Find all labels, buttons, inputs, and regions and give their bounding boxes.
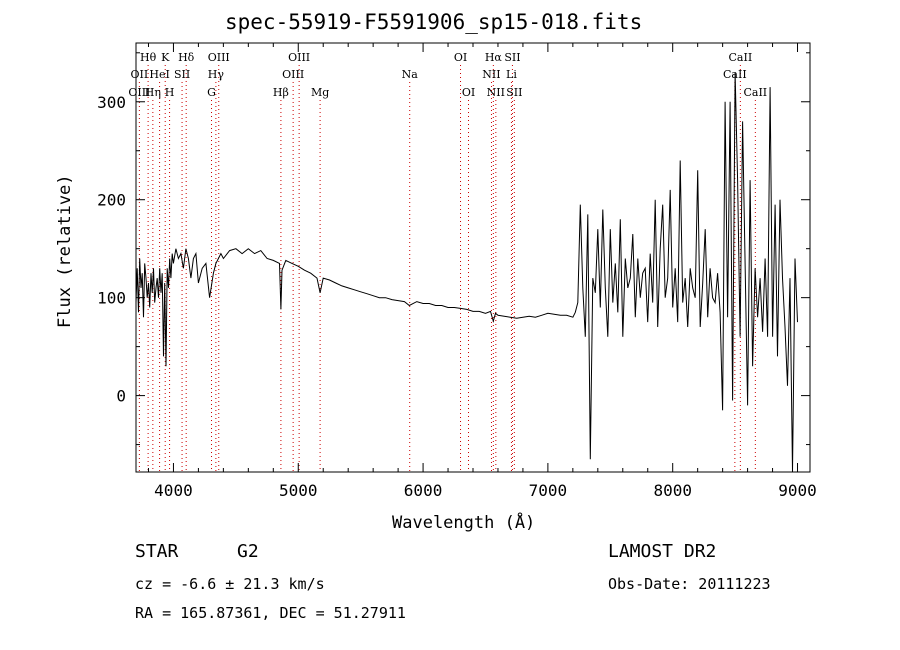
- x-axis-ticks: 4000 5000 6000 7000 8000 9000: [147, 43, 817, 500]
- line-marker-label: H: [165, 86, 175, 99]
- x-tick-label: 8000: [653, 481, 692, 500]
- x-tick-label: 4000: [154, 481, 193, 500]
- survey-name: LAMOST DR2: [608, 541, 717, 562]
- line-marker-label: Hη: [145, 86, 161, 99]
- line-marker-label: K: [161, 51, 170, 64]
- ra-dec: RA = 165.87361, DEC = 51.27911: [135, 604, 406, 622]
- line-marker-label: Hγ: [208, 68, 225, 81]
- line-marker-label: Hα: [485, 51, 503, 64]
- line-marker-label: NII: [482, 68, 500, 81]
- line-marker-label: CaII: [743, 86, 767, 99]
- x-axis-label: Wavelength (Å): [392, 513, 536, 533]
- line-marker-label: Hθ: [140, 51, 157, 64]
- y-tick-label: 300: [97, 93, 126, 112]
- line-marker-label: Mg: [311, 86, 329, 99]
- line-marker-label: OIII: [282, 68, 304, 81]
- line-marker-label: OII: [131, 68, 149, 81]
- line-marker-label: NII: [487, 86, 505, 99]
- line-marker-label: SII: [504, 51, 520, 64]
- line-marker-label: SII: [174, 68, 190, 81]
- y-tick-label: 0: [116, 387, 126, 406]
- line-marker-label: CaII: [729, 51, 753, 64]
- x-tick-label: 9000: [778, 481, 817, 500]
- x-tick-label: 7000: [529, 481, 568, 500]
- line-marker-label: Hδ: [178, 51, 195, 64]
- y-tick-label: 200: [97, 191, 126, 210]
- line-marker-label: OIII: [288, 51, 310, 64]
- spectrum-line: [135, 72, 798, 473]
- line-marker-label: Na: [402, 68, 419, 81]
- chart-title: spec-55919-F5591906_sp15-018.fits: [225, 10, 643, 34]
- line-marker-label: OI: [462, 86, 475, 99]
- line-marker-label: Hβ: [273, 86, 289, 99]
- line-marker-label: CaII: [723, 68, 747, 81]
- line-marker-label: G: [207, 86, 216, 99]
- redshift-cz: cz = -6.6 ± 21.3 km/s: [135, 575, 325, 593]
- x-tick-label: 5000: [279, 481, 318, 500]
- line-marker-label: Li: [506, 68, 517, 81]
- line-marker-labels: Hθ OII OIII K HeI SII Hη H Hδ OIII Hγ G OIII OIII Hβ Mg…: [128, 51, 767, 99]
- y-axis-ticks: 0 100 200 300: [97, 52, 810, 446]
- line-marker-label: HeI: [149, 68, 169, 81]
- observation-date: Obs-Date: 20111223: [608, 575, 771, 593]
- line-marker-label: SII: [506, 86, 522, 99]
- plot-frame: [135, 42, 811, 473]
- x-tick-label: 6000: [404, 481, 443, 500]
- object-subclass: G2: [237, 541, 259, 562]
- line-marker-label: OI: [454, 51, 467, 64]
- y-axis-label: Flux (relative): [55, 174, 75, 328]
- line-marker-label: OIII: [208, 51, 230, 64]
- y-tick-label: 100: [97, 289, 126, 308]
- emission-line-markers: [138, 65, 756, 472]
- object-class: STAR: [135, 541, 179, 562]
- line-marker-label: OIII: [128, 86, 150, 99]
